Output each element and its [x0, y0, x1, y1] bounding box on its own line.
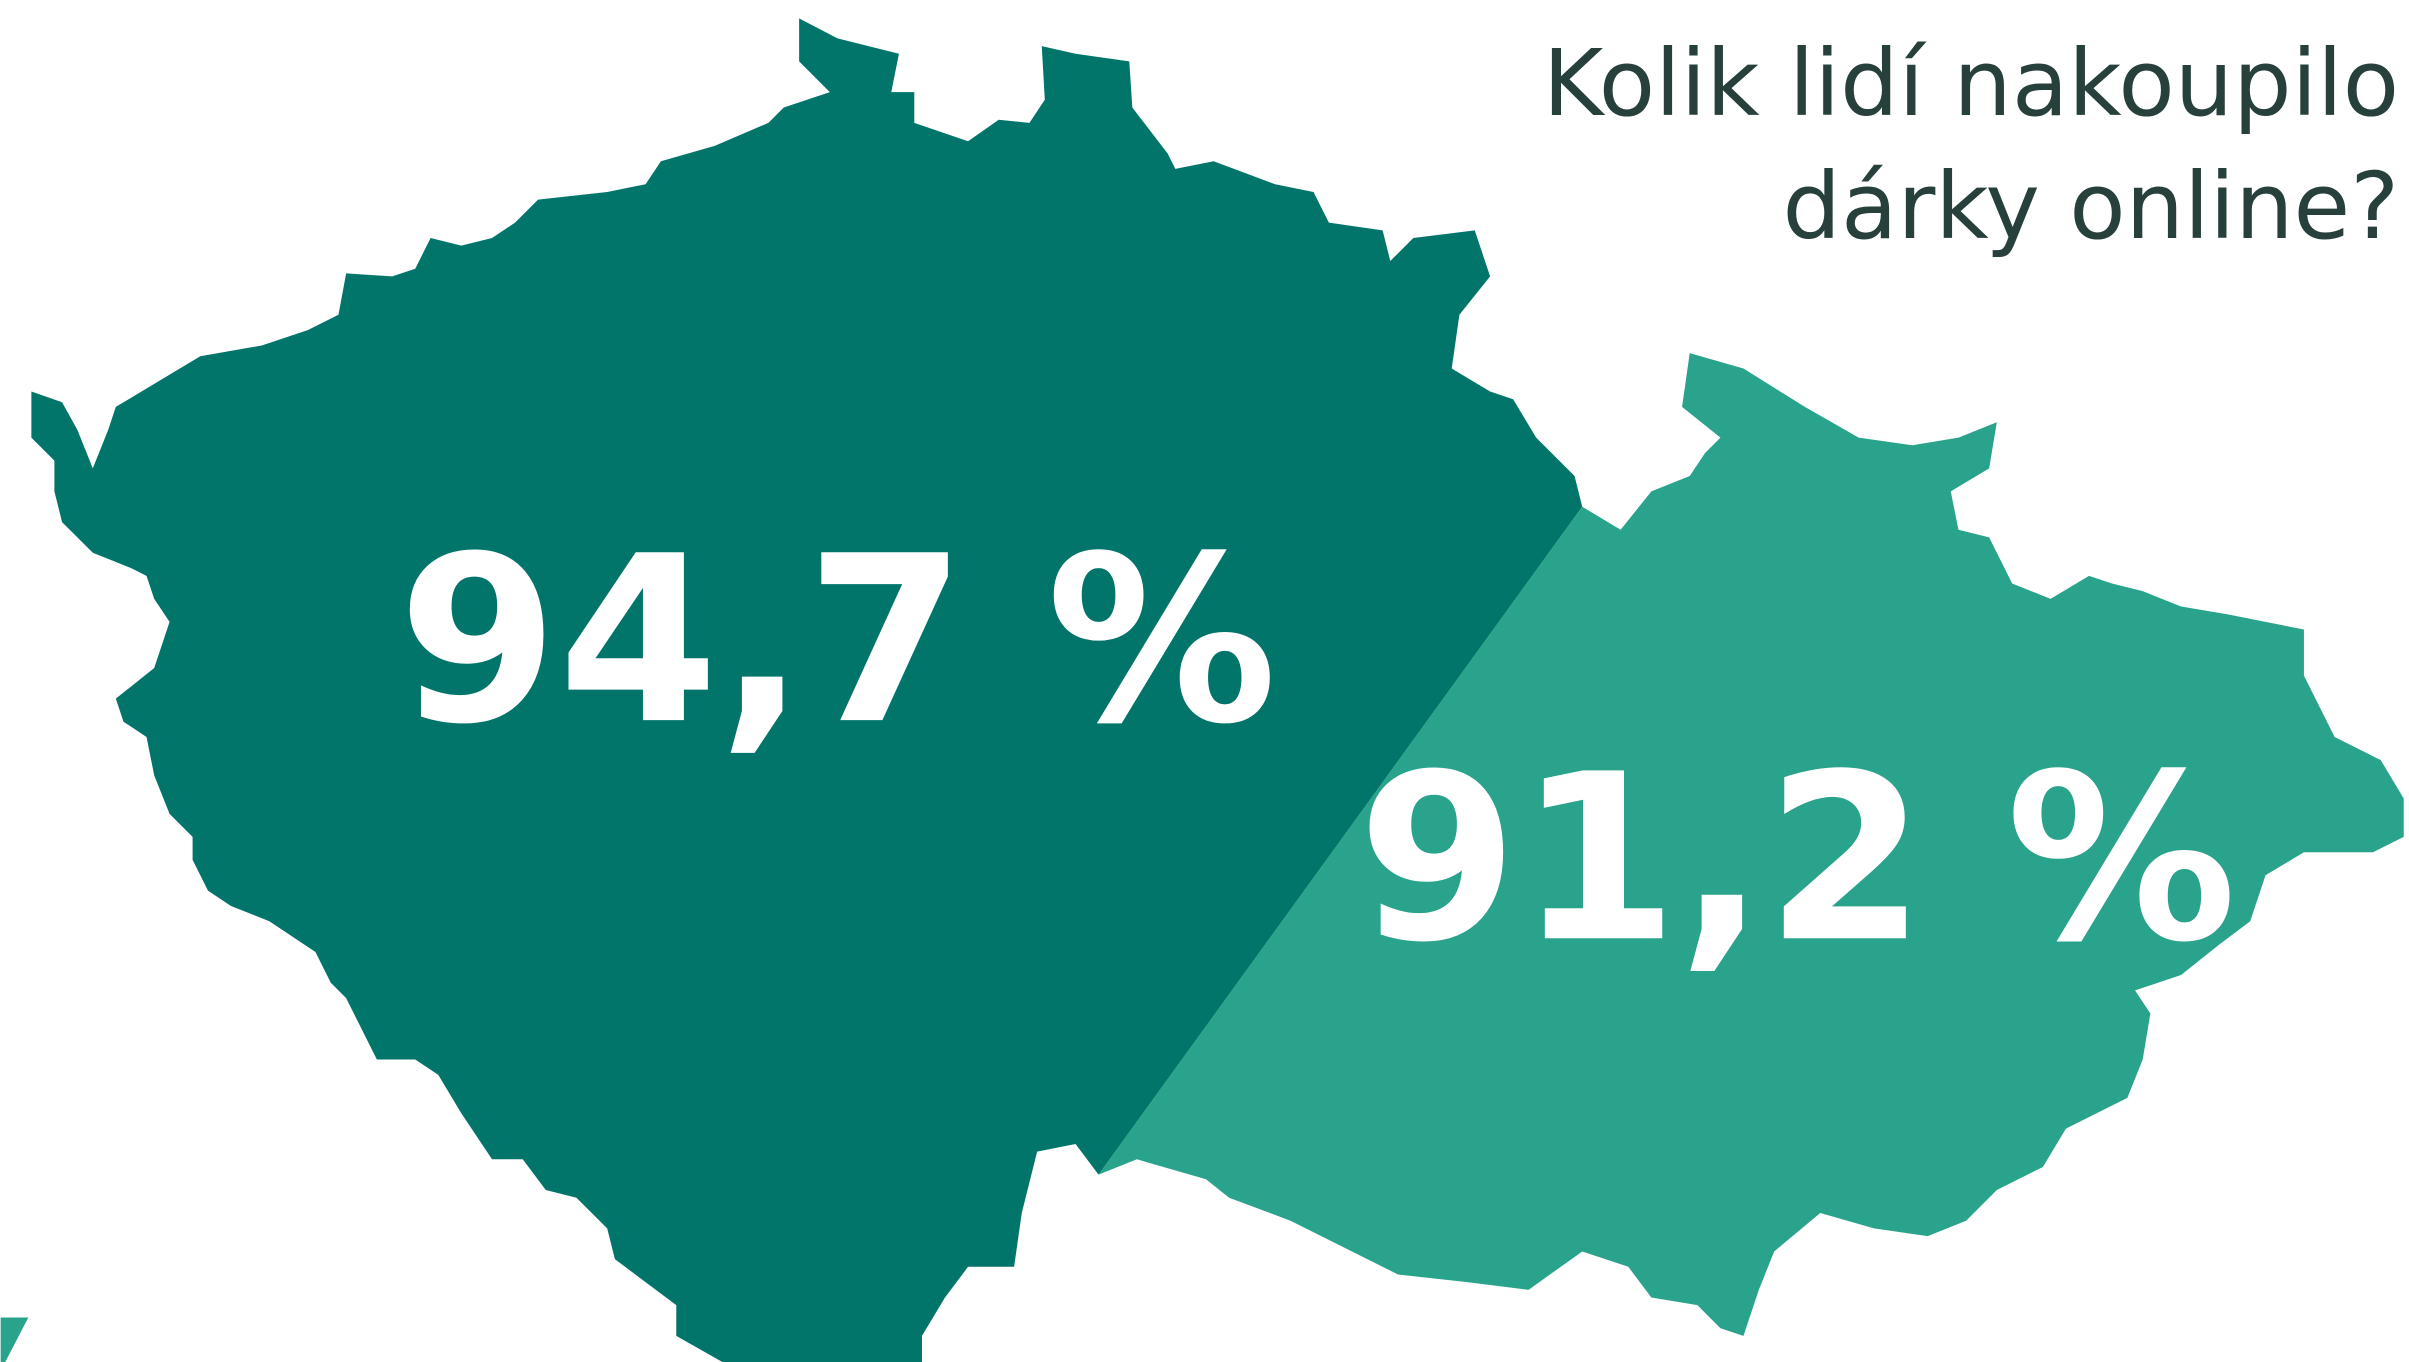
title-line: dárky online?: [1783, 152, 2400, 260]
region-value: 94,7 %: [398, 507, 1277, 775]
bohemia-region: [31, 18, 1583, 1362]
region-value: 91,2 %: [1358, 725, 2237, 993]
moravia-region: [1098, 353, 2404, 1336]
title-line: Kolik lidí nakoupilo: [1543, 29, 2399, 137]
decoration: [0, 1317, 29, 1362]
